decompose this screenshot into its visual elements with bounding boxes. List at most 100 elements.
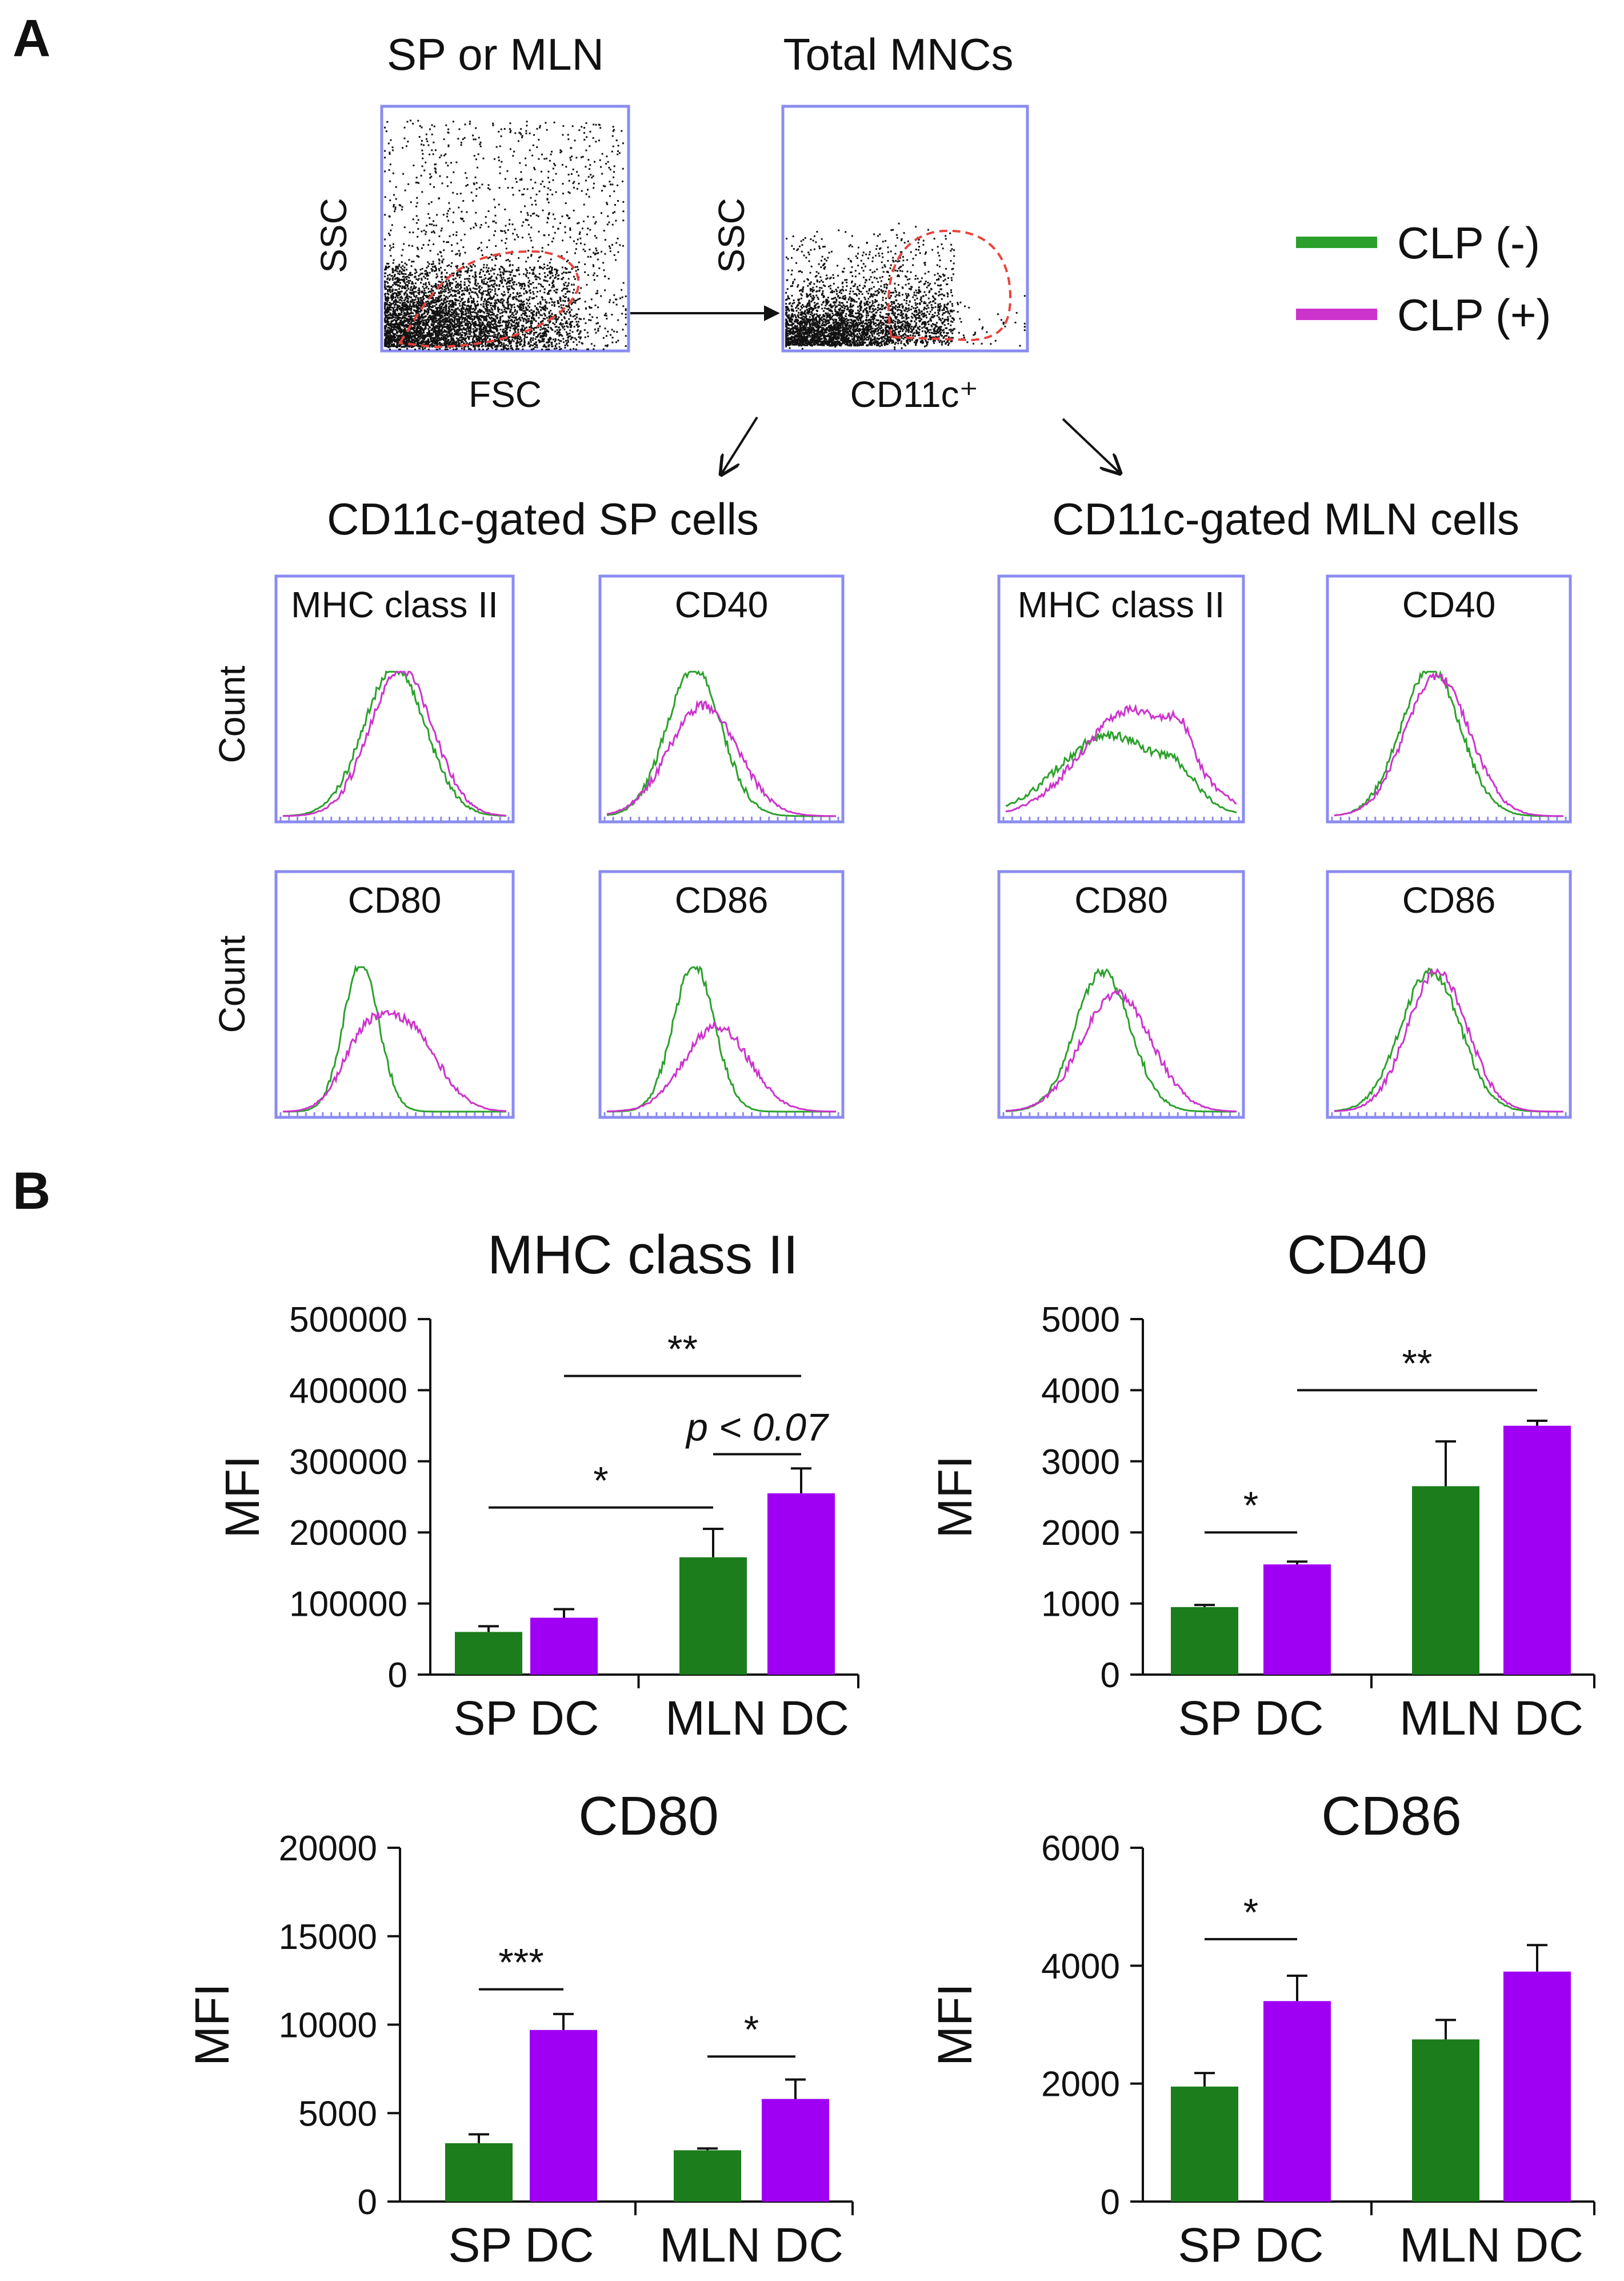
category-label: MLN DC	[1399, 1691, 1583, 1745]
y-tick-label: 10000	[279, 2006, 377, 2046]
y-tick-label: 4000	[1041, 1371, 1120, 1411]
bar-clp-neg	[445, 2143, 513, 2202]
y-axis-label: MFI	[928, 1456, 982, 1539]
scatter1-plot	[380, 105, 630, 353]
scatter2-events	[785, 222, 1026, 350]
y-tick-label: 15000	[279, 1918, 377, 1957]
scatter2-gate	[887, 229, 1012, 342]
histogram-frame	[274, 870, 515, 1119]
bar-clp-pos	[530, 2030, 597, 2202]
significance-label: *	[1243, 1891, 1258, 1934]
legend-label-clp-neg: CLP (-)	[1397, 218, 1540, 268]
category-label: SP DC	[448, 2218, 594, 2272]
histogram-mln-cd80: CD80	[997, 870, 1245, 1119]
y-tick-label: 0	[358, 2183, 377, 2222]
scatter1-gate	[398, 250, 580, 349]
bar-clp-neg	[679, 1557, 747, 1675]
bar-clp-neg	[1171, 1607, 1238, 1675]
bar-chart-mhc-class-ii: MHC class II MFI 0 100000 200000 300000 400000…	[215, 1224, 859, 1745]
histogram-curve-clp-neg	[1334, 669, 1563, 817]
significance-label: ***	[498, 1941, 543, 1984]
histogram-curve-clp-pos	[606, 1021, 836, 1113]
y-tick-label: 100000	[289, 1585, 407, 1624]
histogram-frame	[1326, 574, 1572, 824]
y-tick-label: 300000	[289, 1443, 407, 1482]
y-tick-label: 0	[388, 1656, 407, 1695]
bar-clp-neg	[1412, 1486, 1479, 1675]
histogram-sp-mhc-class-ii: MHC class II	[274, 574, 515, 824]
bar-clp-pos	[1263, 1564, 1331, 1675]
histogram-sp-cd80: CD80	[274, 870, 515, 1119]
count-label-row2: Count	[211, 935, 253, 1033]
bar-clp-pos	[1503, 1425, 1571, 1675]
histogram-curve-clp-pos	[1334, 672, 1563, 817]
histogram-marker-label: CD86	[1402, 880, 1496, 921]
histogram-axis-ticks	[603, 1112, 839, 1116]
group-title-sp: CD11c-gated SP cells	[327, 494, 759, 544]
chart-title: MHC class II	[487, 1224, 798, 1285]
chart-title: CD40	[1287, 1224, 1427, 1285]
significance-label: p < 0.07	[685, 1405, 829, 1449]
histogram-marker-label: CD40	[1402, 584, 1496, 625]
scatter-event-cloud	[384, 119, 627, 350]
histogram-axis-ticks	[1331, 817, 1567, 821]
bar-clp-pos	[1503, 1971, 1571, 2202]
scatter1-xlabel: FSC	[469, 374, 542, 415]
histogram-sp-cd86: CD86	[598, 870, 845, 1119]
histogram-curve-clp-pos	[606, 700, 836, 817]
histogram-curve-clp-pos	[282, 670, 507, 817]
histogram-marker-label: CD80	[348, 880, 442, 921]
arrow-to-sp	[721, 416, 758, 474]
histogram-frame	[598, 574, 845, 824]
histogram-curve-clp-pos	[1005, 988, 1237, 1112]
y-tick-label: 2000	[1041, 1513, 1120, 1553]
significance-label: **	[1402, 1341, 1433, 1385]
histogram-marker-label: CD86	[675, 880, 769, 921]
category-label: MLN DC	[665, 1691, 849, 1745]
scatter1-ylabel: SSC	[313, 198, 354, 273]
histogram-axis-ticks	[603, 817, 839, 821]
y-tick-label: 20000	[279, 1829, 377, 1868]
y-tick-label: 500000	[289, 1300, 407, 1340]
histogram-curve-clp-neg	[607, 965, 836, 1113]
bar-clp-pos	[767, 1493, 835, 1675]
scatter1-title: SP or MLN	[387, 29, 604, 79]
category-label: SP DC	[1178, 2218, 1323, 2272]
y-tick-label: 0	[1101, 1656, 1120, 1695]
y-tick-label: 5000	[1041, 1300, 1120, 1340]
legend: CLP (-) CLP (+)	[1296, 218, 1551, 340]
scatter-event-cloud	[785, 222, 1026, 350]
y-axis-label: MFI	[185, 1983, 239, 2066]
histogram-marker-label: CD80	[1074, 880, 1168, 921]
histogram-frame	[274, 574, 515, 824]
bar-chart-cd40: CD40 MFI 0 1000 2000 3000 4000 5000 SP DC MLN DC *…	[928, 1224, 1595, 1745]
bar-charts: MHC class IIMFI0100000200000300000400000…	[185, 1224, 1595, 2272]
histogram-mln-cd40: CD40	[1326, 574, 1572, 824]
significance-label: *	[1243, 1484, 1258, 1527]
bar-chart-cd86: CD86 MFI 0 2000 4000 6000 SP DC MLN DC *	[928, 1785, 1595, 2272]
scatter2-ylabel: SSC	[711, 198, 752, 273]
histogram-curve-clp-neg	[283, 670, 506, 817]
panel-b-label: B	[13, 1162, 50, 1220]
scatter1-events	[384, 119, 627, 350]
y-tick-label: 2000	[1041, 2065, 1120, 2104]
bar-clp-neg	[1171, 2086, 1238, 2202]
y-tick-label: 4000	[1041, 1947, 1120, 1986]
histogram-curve-clp-pos	[282, 1009, 507, 1113]
histogram-curve-clp-pos	[1005, 704, 1237, 813]
significance-label: **	[667, 1328, 698, 1371]
y-tick-label: 200000	[289, 1513, 407, 1553]
category-label: SP DC	[453, 1691, 599, 1745]
panel-a-label: A	[13, 9, 50, 67]
bar-clp-neg	[1412, 2039, 1479, 2202]
histogram-marker-label: MHC class II	[291, 584, 498, 625]
bar-clp-pos	[762, 2099, 829, 2202]
y-tick-label: 0	[1101, 2183, 1120, 2222]
histogram-mln-mhc-class-ii: MHC class II	[997, 574, 1245, 824]
y-tick-label: 3000	[1041, 1443, 1120, 1482]
histogram-grid: MHC class II CD40 MHC class II CD40 CD80 CD86…	[274, 574, 1572, 1119]
histogram-curve-clp-neg	[1005, 729, 1237, 814]
scatter2-plot	[781, 105, 1029, 353]
bar-clp-neg	[455, 1632, 522, 1675]
